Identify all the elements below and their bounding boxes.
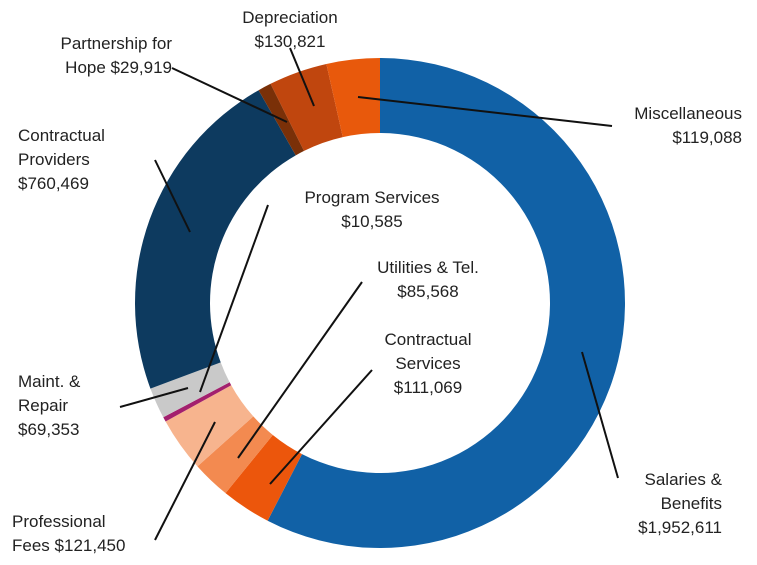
donut-segment: [165, 385, 254, 467]
value-label: $119,088: [672, 128, 742, 147]
donut-segment: [267, 58, 626, 549]
segment-label: Miscellaneous $119,088: [602, 102, 742, 150]
category-name: Salaries & Benefits: [644, 470, 722, 513]
donut-segment: [135, 90, 296, 389]
donut-segment: [225, 434, 303, 521]
category-name: Maint. & Repair: [18, 372, 81, 415]
category-name: Partnership for Hope: [60, 34, 173, 77]
segment-label: Program Services $10,585: [282, 186, 462, 234]
category-name: Program Services: [304, 188, 440, 207]
value-label: $130,821: [254, 32, 326, 51]
leader-line: [237, 281, 363, 459]
leader-line: [357, 96, 613, 127]
segment-label: Utilities & Tel. $85,568: [358, 256, 498, 304]
value-label: $69,353: [18, 420, 80, 439]
value-label: $111,069: [393, 378, 463, 397]
segment-label: Depreciation $130,821: [220, 6, 360, 54]
segment-label: Contractual Providers $760,469: [18, 124, 128, 196]
category-name: Contractual Providers: [18, 126, 105, 169]
segment-label: Professional Fees $121,450: [12, 510, 137, 558]
segment-label: Maint. & Repair $69,353: [18, 370, 108, 442]
value-label: $29,919: [110, 58, 172, 77]
donut-segment: [270, 63, 343, 151]
donut-segment: [326, 58, 380, 138]
value-label: $1,952,611: [638, 518, 722, 537]
value-label: $85,568: [397, 282, 459, 301]
category-name: Contractual Services: [384, 330, 472, 373]
donut-segment: [150, 362, 230, 418]
segment-label: Contractual Services $111,069: [368, 328, 488, 400]
value-label: $10,585: [341, 212, 403, 231]
leader-line: [289, 47, 315, 107]
leader-line: [154, 421, 216, 541]
value-label: $760,469: [18, 174, 89, 193]
segment-label: Partnership for Hope $29,919: [22, 32, 173, 80]
donut-segment: [163, 382, 232, 422]
segment-label: Salaries & Benefits $1,952,611: [612, 468, 722, 540]
leader-line: [119, 387, 189, 408]
category-name: Professional Fees: [12, 512, 106, 555]
leader-line: [581, 351, 619, 479]
category-name: Utilities & Tel.: [377, 258, 479, 277]
category-name: Depreciation: [242, 8, 338, 27]
category-name: Miscellaneous: [634, 104, 742, 123]
leader-line: [269, 369, 373, 485]
leader-line: [171, 67, 288, 123]
value-label: $121,450: [54, 536, 126, 555]
leader-line: [199, 204, 269, 393]
leader-line: [154, 159, 191, 233]
